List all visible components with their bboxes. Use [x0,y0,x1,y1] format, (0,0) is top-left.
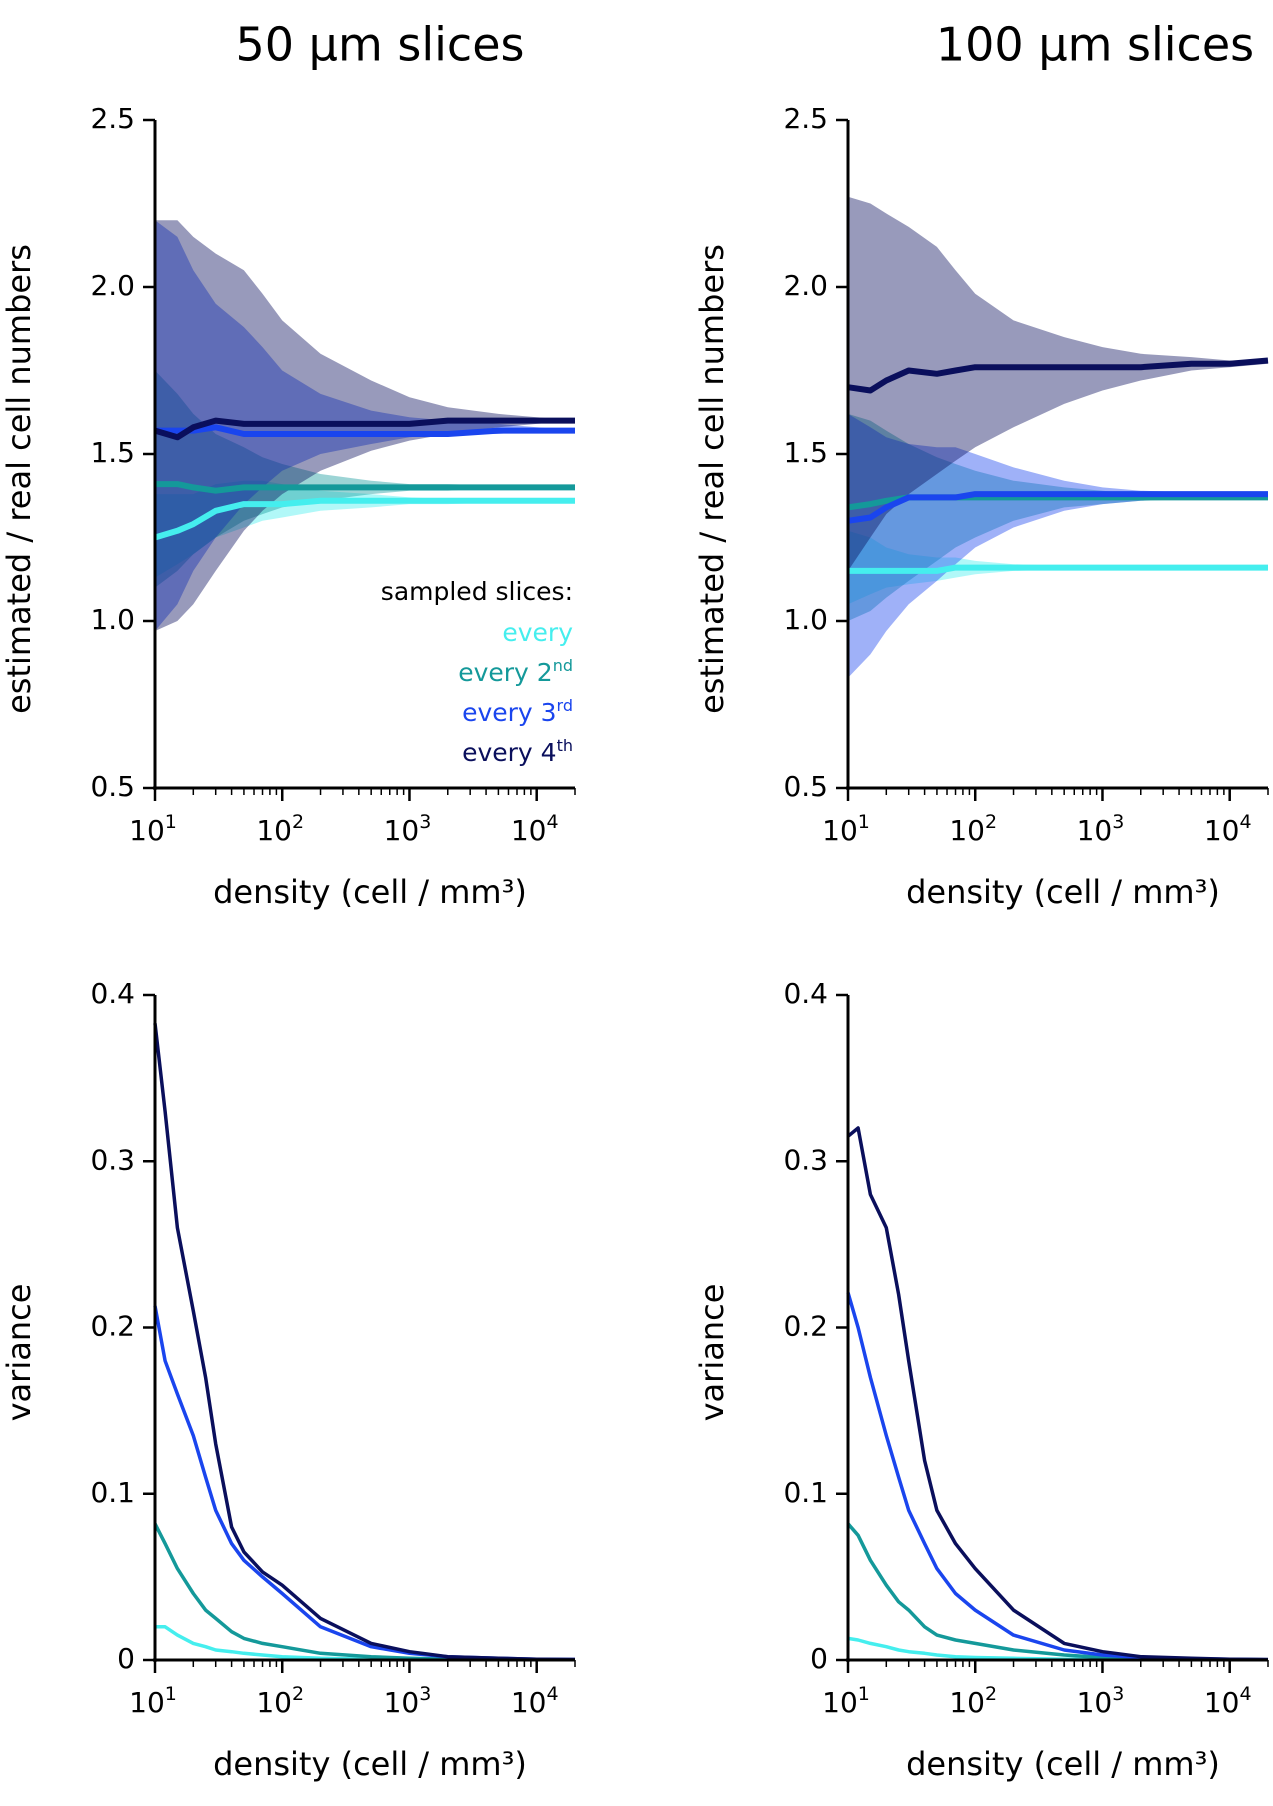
y-tick-label: 1.5 [90,436,135,469]
x-tick-label: 101 [822,811,870,847]
y-tick-label: 0.3 [90,1143,135,1176]
x-tick-label: 104 [1204,1683,1252,1719]
x-tick-label: 103 [384,811,432,847]
y-tick-label: 0.4 [90,977,135,1010]
y-tick-label: 2.5 [90,102,135,135]
legend-item-every: every [502,618,573,647]
y-axis-label: estimated / real cell numbers [693,244,731,714]
x-tick-label: 101 [129,811,177,847]
y-axis-label: estimated / real cell numbers [0,244,38,714]
line-series-1 [848,564,1268,574]
line-series-2 [847,494,1268,511]
panel-1: 50 µm slices 0.5 1.0 1.5 2.0 2.5 101 102 103 104 d… [0,18,576,911]
band-series-2 [155,370,575,588]
line-series-4 [153,1023,576,1662]
x-tick-label: 101 [129,1683,177,1719]
y-tick-label: 0.5 [783,770,828,803]
y-tick-label: 0.5 [90,770,135,803]
x-axis-label: density (cell / mm³) [906,1745,1220,1783]
y-tick-label: 1.0 [783,603,828,636]
y-tick-label: 1.5 [783,436,828,469]
line-series-4 [846,1126,1269,1662]
y-tick-label: 0 [810,1642,828,1675]
legend: sampled slices: every every 2nd every 3rd ev… [381,577,573,767]
plot-area [847,196,1269,678]
panel-title: 100 µm slices [936,18,1254,72]
panel-3: 0 0.1 0.2 0.3 0.4 101 102 103 104 density (cell /… [0,977,576,1783]
x-tick-label: 103 [1077,811,1125,847]
y-tick-label: 1.0 [90,603,135,636]
y-tick-label: 2.0 [90,269,135,302]
band-series-3 [848,413,1268,678]
x-tick-label: 102 [256,1683,304,1719]
legend-item-every-4th: every 4th [462,736,573,767]
x-tick-label: 103 [384,1683,432,1719]
x-tick-label: 104 [511,811,559,847]
x-tick-label: 102 [256,811,304,847]
y-axis-label: variance [693,1284,731,1422]
x-tick-label: 101 [822,1683,870,1719]
plot-area [846,1126,1269,1662]
legend-item-every-3rd: every 3rd [462,696,573,727]
x-tick-label: 102 [949,811,997,847]
line-series-4 [847,357,1269,394]
line-series-1 [154,497,575,541]
band-series-2 [848,413,1268,621]
line-series-3 [153,1305,576,1662]
y-axis-label: variance [0,1284,38,1422]
y-tick-label: 0.2 [90,1310,135,1343]
x-tick-label: 102 [949,1683,997,1719]
y-tick-label: 0 [117,1642,135,1675]
plot-area [154,220,575,631]
x-tick-label: 104 [1204,811,1252,847]
band-series-4 [848,196,1268,571]
legend-item-every-2nd: every 2nd [458,656,573,687]
y-tick-label: 0.4 [783,977,828,1010]
x-axis-label: density (cell / mm³) [213,1745,527,1783]
y-tick-label: 0.1 [783,1476,828,1509]
y-tick-label: 0.1 [90,1476,135,1509]
line-series-4 [154,417,575,441]
y-tick-label: 0.3 [783,1143,828,1176]
y-tick-label: 2.0 [783,269,828,302]
line-series-2 [155,481,575,494]
panel-title: 50 µm slices [236,18,525,72]
legend-title: sampled slices: [381,577,573,606]
x-tick-label: 104 [511,1683,559,1719]
panel-4: 0 0.1 0.2 0.3 0.4 101 102 103 104 density (cell /… [693,977,1269,1783]
line-series-3 [846,1292,1269,1662]
y-tick-label: 0.2 [783,1310,828,1343]
x-tick-label: 103 [1077,1683,1125,1719]
line-series-3 [155,424,575,437]
x-axis-label: density (cell / mm³) [906,873,1220,911]
x-axis-label: density (cell / mm³) [213,873,527,911]
y-tick-label: 2.5 [783,102,828,135]
panel-2: 100 µm slices 0.5 1.0 1.5 2.0 2.5 101 102 103 104… [693,18,1269,911]
plot-area [153,1023,576,1662]
line-series-3 [847,491,1268,524]
